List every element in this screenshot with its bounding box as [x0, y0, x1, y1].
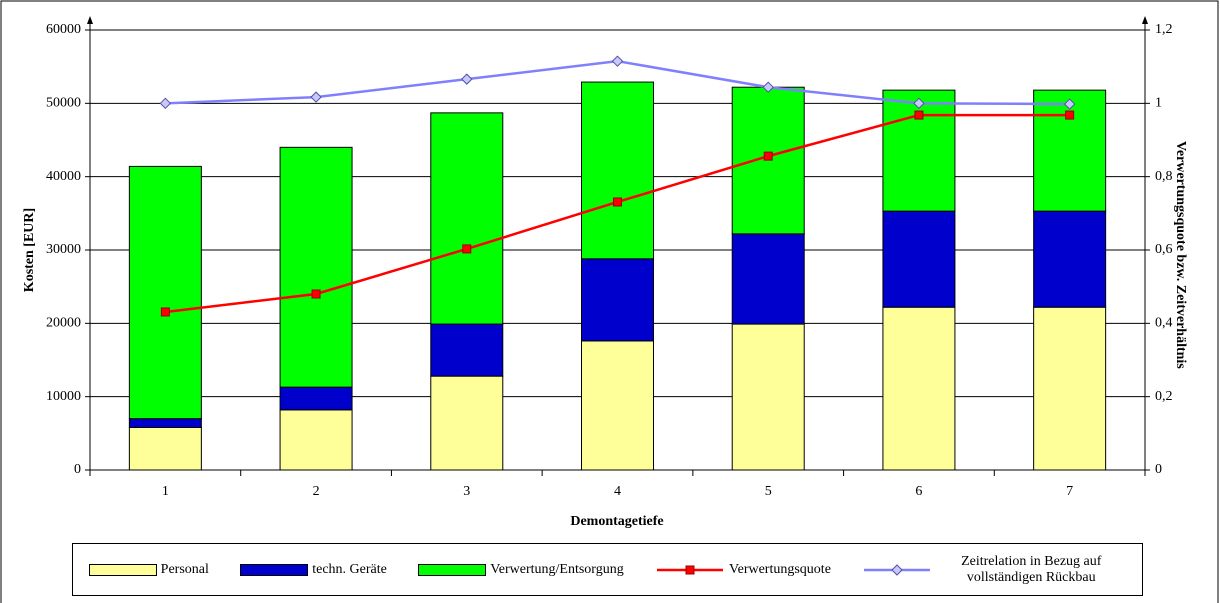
bar-segment [279, 409, 353, 471]
y-tick-label: 20000 [46, 316, 81, 331]
y2-axis-arrow [1142, 16, 1148, 24]
legend-label: techn. Geräte [312, 561, 387, 577]
legend-item: Zeitrelation in Bezug auf vollständigen … [862, 554, 1126, 586]
y2-tick-label: 0 [1155, 462, 1162, 477]
line-marker [159, 97, 172, 110]
bar-segment [430, 375, 504, 471]
x-axis-title: Demontagetiefe [570, 514, 663, 529]
legend-item: techn. Geräte [240, 562, 387, 578]
y-axis-arrow [87, 16, 93, 24]
x-tick-label: 1 [162, 484, 169, 499]
legend-item: Verwertungsquote [655, 562, 831, 578]
line-marker [913, 97, 925, 110]
bar-segment [882, 306, 956, 471]
y2-axis-title: Verwertungsquote bzw. Zeitverhältnis [1173, 141, 1188, 369]
y2-tick-label: 0,4 [1155, 316, 1173, 331]
legend-item: Personal [88, 561, 209, 578]
line-marker [160, 307, 170, 317]
line-marker [762, 81, 774, 93]
legend-marker [685, 565, 695, 574]
line-marker [763, 151, 773, 161]
bar-segment [1033, 210, 1107, 308]
line-marker [311, 289, 321, 299]
y-axis-title: Kosten [EUR] [22, 208, 37, 292]
y-tick-label: 60000 [46, 22, 81, 37]
bar-segment [581, 258, 654, 342]
bar-segment [1033, 306, 1107, 471]
legend-label: Personal [160, 561, 209, 577]
bar-segment [128, 165, 202, 420]
bar-segment [279, 146, 353, 388]
y2-tick-label: 1 [1155, 96, 1162, 111]
legend-item: Verwertung/Entsorgung [418, 562, 624, 578]
x-tick-label: 5 [765, 484, 772, 499]
x-tick-label: 3 [463, 484, 470, 499]
y2-tick-label: 0,6 [1155, 242, 1173, 257]
legend-swatch [88, 563, 157, 576]
x-tick-label: 2 [313, 484, 320, 499]
bar-segment [731, 323, 805, 471]
legend-marker [891, 563, 903, 576]
x-tick-label: 6 [915, 484, 922, 499]
bar-segment [581, 340, 654, 471]
legend-label: Verwertung/Entsorgung [490, 561, 624, 577]
legend-swatch [657, 565, 724, 574]
bar-segment [128, 426, 202, 471]
line-marker [461, 73, 473, 85]
line-marker [613, 197, 622, 207]
y2-tick-label: 0,8 [1155, 169, 1173, 184]
y-tick-label: 10000 [46, 389, 81, 404]
bar-segment [731, 233, 805, 325]
y-tick-label: 0 [74, 462, 81, 477]
bar-segment [430, 323, 504, 377]
line-marker [462, 244, 472, 254]
legend-label: Zeitrelation in Bezug auf vollständigen … [961, 553, 1102, 585]
y-tick-label: 50000 [46, 96, 81, 111]
bar-segment [279, 386, 353, 411]
line-marker [310, 91, 322, 103]
line-marker [611, 55, 624, 67]
y-tick-label: 40000 [46, 169, 81, 184]
y-tick-label: 30000 [46, 242, 81, 257]
y2-tick-label: 1,2 [1155, 22, 1173, 37]
bar-segment [882, 210, 956, 308]
y2-tick-label: 0,2 [1155, 389, 1173, 404]
bar-segment [1033, 89, 1107, 212]
bar-segment [581, 81, 654, 260]
legend: Personal techn. Geräte Verwertung/Entsorgu… [72, 543, 1143, 596]
legend-swatch [240, 563, 309, 576]
line-marker [1065, 110, 1075, 120]
bar-segment [882, 89, 956, 212]
line-marker [914, 110, 924, 120]
legend-swatch [864, 563, 931, 576]
bar-segment [430, 112, 504, 325]
legend-label: Verwertungsquote [729, 561, 831, 577]
x-tick-label: 4 [614, 484, 621, 499]
line-marker [1063, 98, 1076, 110]
x-tick-label: 7 [1066, 484, 1073, 499]
bar-segment [128, 418, 202, 428]
legend-swatch [418, 563, 487, 576]
